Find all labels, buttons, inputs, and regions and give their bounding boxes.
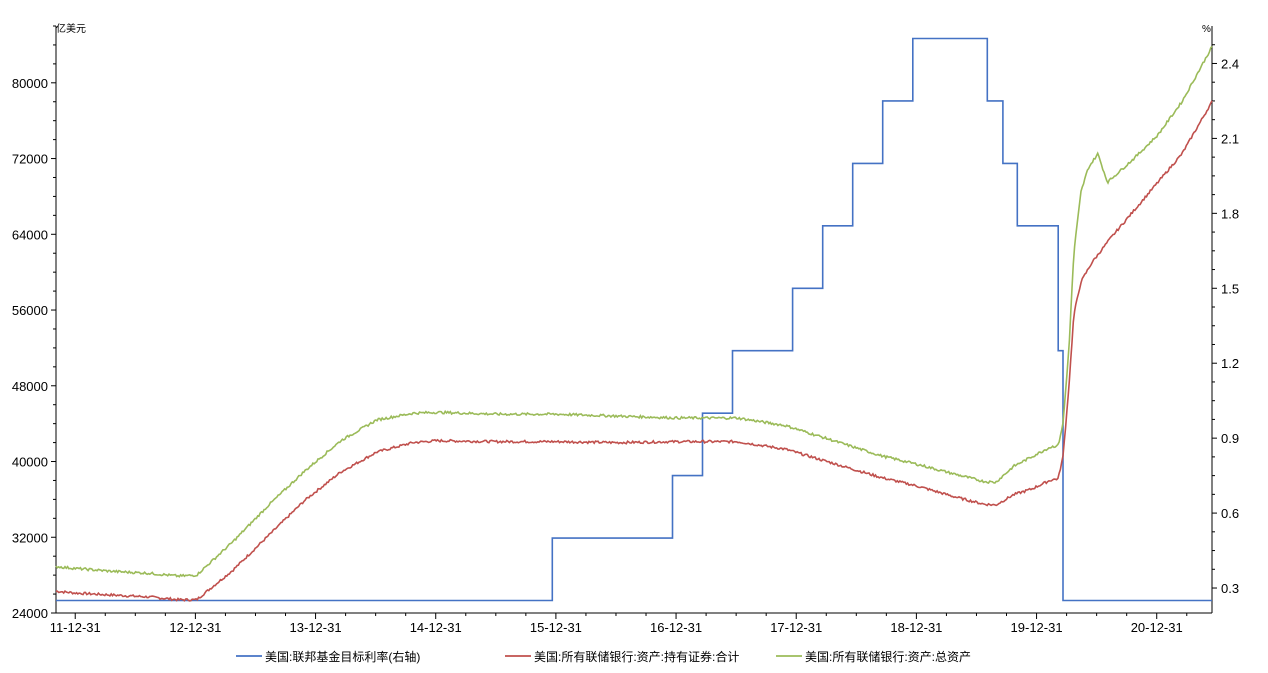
right-tick-label: 1.5 <box>1221 281 1239 296</box>
left-tick-label: 24000 <box>12 606 48 621</box>
right-tick-label: 1.2 <box>1221 356 1239 371</box>
right-tick-label: 0.6 <box>1221 506 1239 521</box>
x-tick-label: 15-12-31 <box>530 620 582 635</box>
legend-label: 美国:所有联储银行:资产:总资产 <box>805 649 971 664</box>
series-line-fed-funds-rate <box>56 37 1212 602</box>
legend-item-securities-held: 美国:所有联储银行:资产:持有证券:合计 <box>505 649 739 664</box>
legend-label: 美国:联邦基金目标利率(右轴) <box>265 649 420 664</box>
right-tick-label: 1.8 <box>1221 206 1239 221</box>
right-tick-label: 2.1 <box>1221 131 1239 146</box>
legend-item-fed-funds-rate: 美国:联邦基金目标利率(右轴) <box>236 649 420 664</box>
legend-label: 美国:所有联储银行:资产:持有证券:合计 <box>534 649 739 664</box>
x-tick-label: 14-12-31 <box>410 620 462 635</box>
right-tick-label: 2.4 <box>1221 56 1239 71</box>
left-tick-label: 40000 <box>12 455 48 470</box>
left-tick-label: 80000 <box>12 76 48 91</box>
right-tick-label: 0.3 <box>1221 581 1239 596</box>
left-tick-label: 56000 <box>12 303 48 318</box>
left-tick-label: 32000 <box>12 530 48 545</box>
series-line-total-assets <box>55 45 1213 578</box>
left-axis-unit: 亿美元 <box>56 22 86 35</box>
x-tick-label: 17-12-31 <box>770 620 822 635</box>
left-tick-label: 64000 <box>12 227 48 242</box>
legend-item-total-assets: 美国:所有联储银行:资产:总资产 <box>776 649 971 664</box>
x-tick-label: 16-12-31 <box>650 620 702 635</box>
x-tick-label: 19-12-31 <box>1011 620 1063 635</box>
right-axis-unit: % <box>1202 24 1211 35</box>
axes-layer: 24000 32000 40000 48000 56000 64000 72000 80000… <box>12 25 1239 635</box>
series-line-securities-held <box>56 100 1213 602</box>
x-tick-label: 18-12-31 <box>890 620 942 635</box>
series-layer <box>55 37 1213 602</box>
right-tick-label: 0.9 <box>1221 431 1239 446</box>
legend: 美国:联邦基金目标利率(右轴) 美国:所有联储银行:资产:持有证券:合计 美国:所有… <box>236 649 971 664</box>
left-tick-label: 48000 <box>12 379 48 394</box>
x-tick-label: 11-12-31 <box>50 620 101 635</box>
x-tick-label: 12-12-31 <box>169 620 221 635</box>
x-tick-label: 13-12-31 <box>290 620 342 635</box>
x-tick-label: 20-12-31 <box>1131 620 1183 635</box>
left-tick-label: 72000 <box>12 152 48 167</box>
